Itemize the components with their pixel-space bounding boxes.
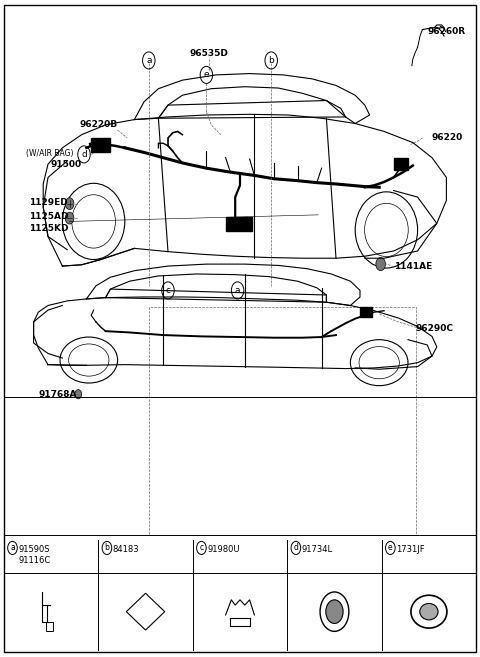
Text: 96260R: 96260R	[428, 27, 466, 36]
Ellipse shape	[420, 603, 438, 620]
Text: d: d	[293, 543, 298, 553]
Text: 91768A: 91768A	[38, 390, 77, 399]
Text: 91734L: 91734L	[301, 545, 333, 555]
Circle shape	[65, 212, 74, 224]
Bar	[91, 138, 110, 152]
Circle shape	[75, 390, 82, 399]
Bar	[46, 622, 53, 631]
Text: 96220B: 96220B	[80, 120, 118, 129]
Text: 1125KD: 1125KD	[29, 224, 68, 233]
Text: 84183: 84183	[113, 545, 139, 555]
Text: (W/AIR BAG): (W/AIR BAG)	[26, 148, 74, 158]
Text: 1141AE: 1141AE	[394, 262, 432, 271]
Text: 96290C: 96290C	[416, 324, 454, 333]
Bar	[360, 307, 372, 317]
Circle shape	[65, 198, 74, 210]
Bar	[226, 217, 252, 231]
Text: b: b	[105, 543, 109, 553]
Text: a: a	[10, 543, 15, 553]
Text: d: d	[81, 150, 87, 159]
Text: 91980U: 91980U	[207, 545, 240, 555]
Text: 91590S: 91590S	[18, 545, 50, 555]
Text: a: a	[235, 286, 240, 295]
Text: c: c	[166, 286, 170, 295]
Text: 1731JF: 1731JF	[396, 545, 425, 555]
Bar	[149, 307, 416, 535]
Circle shape	[376, 258, 385, 271]
Text: a: a	[146, 56, 152, 65]
Text: 1129ED: 1129ED	[29, 198, 68, 207]
Bar	[394, 158, 408, 170]
Text: 96535D: 96535D	[190, 49, 228, 58]
Text: e: e	[388, 543, 393, 553]
Text: 1125AD: 1125AD	[29, 212, 68, 221]
Text: c: c	[199, 543, 204, 553]
Text: 96220: 96220	[432, 133, 463, 143]
Text: 91116C: 91116C	[18, 556, 50, 566]
Circle shape	[326, 600, 343, 623]
Text: e: e	[204, 70, 209, 79]
Text: 91500: 91500	[50, 160, 82, 169]
Text: b: b	[268, 56, 274, 65]
